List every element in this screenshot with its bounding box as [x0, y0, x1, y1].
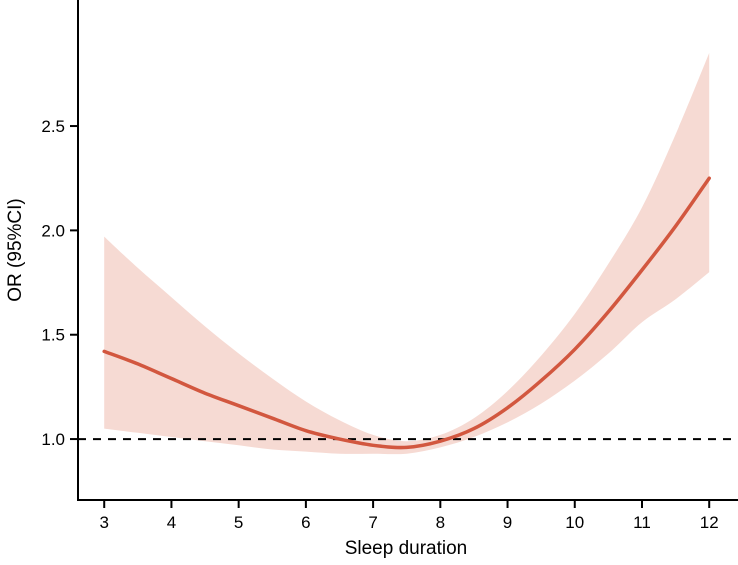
confidence-band-layer — [104, 53, 710, 455]
x-tick-label: 9 — [503, 513, 512, 532]
y-tick-label: 2.5 — [41, 117, 65, 136]
x-tick-label: 10 — [565, 513, 584, 532]
axis-layer — [77, 0, 738, 501]
y-tick-label: 1.5 — [41, 326, 65, 345]
x-axis-title: Sleep duration — [345, 538, 468, 559]
tick-layer: 3 4 5 6 7 8 9 10 11 12 1.0 1.5 2.0 2.5 — [41, 117, 718, 532]
y-tick-label: 1.0 — [41, 430, 65, 449]
or-curve — [102, 176, 711, 450]
x-tick-label: 7 — [368, 513, 377, 532]
x-tick-label: 4 — [167, 513, 176, 532]
x-tick-label: 3 — [99, 513, 108, 532]
or-curve-layer — [102, 176, 711, 450]
y-axis-title: OR (95%CI) — [5, 198, 26, 301]
x-tick-label: 8 — [436, 513, 445, 532]
x-tick-label: 5 — [234, 513, 243, 532]
x-tick-label: 12 — [700, 513, 719, 532]
confidence-band — [104, 53, 710, 455]
y-tick-label: 2.0 — [41, 221, 65, 240]
x-tick-label: 6 — [301, 513, 310, 532]
x-tick-label: 11 — [633, 513, 651, 532]
